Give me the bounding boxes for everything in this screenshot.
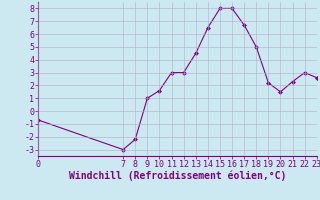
X-axis label: Windchill (Refroidissement éolien,°C): Windchill (Refroidissement éolien,°C) bbox=[69, 171, 286, 181]
